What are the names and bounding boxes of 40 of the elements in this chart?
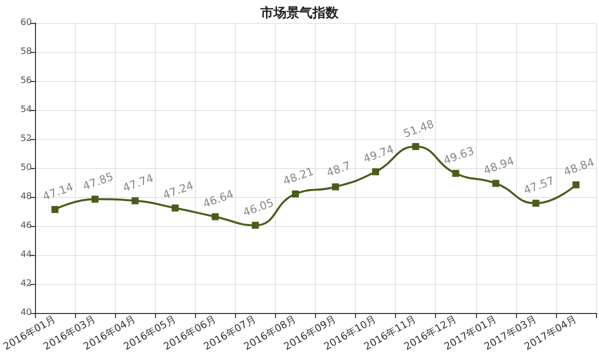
point <box>332 183 339 190</box>
data-label: 46.64 <box>201 188 236 211</box>
point <box>292 190 299 198</box>
data-label: 48.21 <box>281 164 316 188</box>
data-label: 51.48 <box>402 117 436 140</box>
data-label: 48.7 <box>324 158 352 180</box>
chart-title: 市场景气指数 <box>260 5 340 21</box>
point <box>212 213 219 220</box>
point <box>412 143 420 150</box>
y-tick-label: 50 <box>20 163 32 173</box>
data-label: 47.24 <box>161 178 196 202</box>
point <box>492 180 500 187</box>
data-label: 47.57 <box>522 174 556 198</box>
data-label: 48.94 <box>482 154 516 178</box>
y-tick-label: 46 <box>20 221 32 231</box>
y-tick-label: 48 <box>20 192 32 202</box>
data-label: 49.74 <box>362 142 396 166</box>
y-tick-label: 40 <box>20 308 32 318</box>
point <box>252 222 259 229</box>
y-tick-label: 42 <box>20 279 32 289</box>
y-tick-label: 58 <box>20 47 32 57</box>
y-tick-label: 44 <box>20 250 32 260</box>
point <box>92 196 99 203</box>
point <box>132 197 139 204</box>
point <box>452 170 460 177</box>
y-tick-label: 60 <box>20 18 32 28</box>
point <box>372 168 380 176</box>
point <box>172 204 179 212</box>
data-label: 49.63 <box>442 144 476 168</box>
point <box>572 181 580 188</box>
y-tick-label: 56 <box>20 76 32 86</box>
data-label: 46.05 <box>241 196 276 220</box>
data-label: 48.84 <box>562 156 596 179</box>
data-label: 47.14 <box>40 180 76 204</box>
y-tick-label: 52 <box>20 134 32 144</box>
data-label: 47.74 <box>121 172 156 195</box>
data-label: 47.85 <box>81 170 116 194</box>
point <box>532 200 540 207</box>
point <box>51 206 58 213</box>
y-tick-label: 54 <box>20 105 32 115</box>
